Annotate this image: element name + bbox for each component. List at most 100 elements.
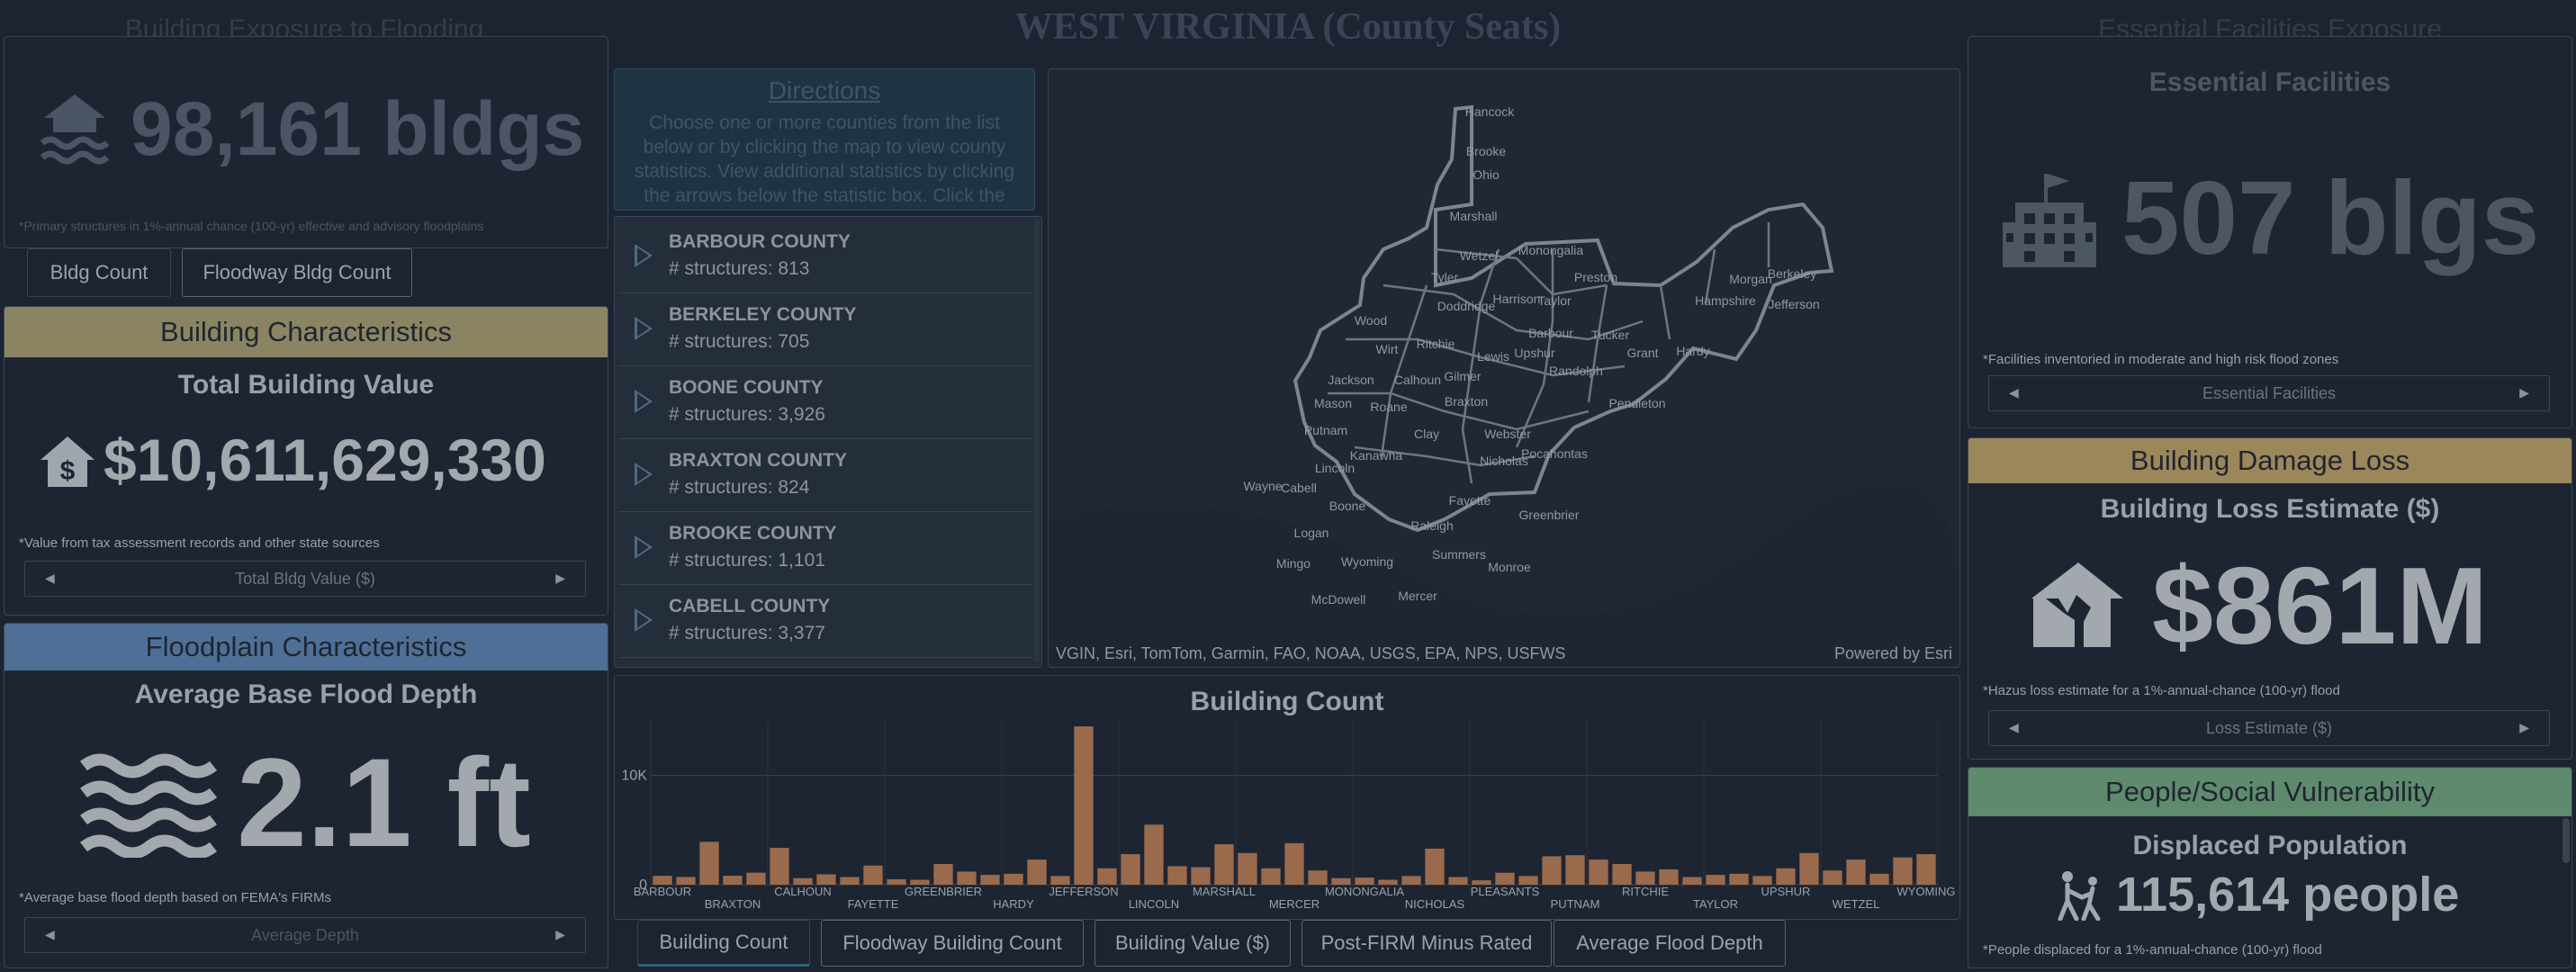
chart-bar[interactable] [1378,879,1398,885]
building-value-note: *Value from tax assessment records and o… [19,536,380,551]
tab-floodway-bldg-count[interactable]: Floodway Bldg Count [182,248,412,297]
chart-bar[interactable] [1097,868,1117,885]
chart-bar[interactable] [1729,873,1749,885]
chart-bar[interactable] [1869,873,1889,885]
map-label: Fayette [1449,493,1491,508]
chart-bar[interactable] [1425,848,1445,885]
county-count: # structures: 3,926 [669,404,825,425]
chart-bar[interactable] [1823,870,1842,885]
directions-title[interactable]: Directions [768,76,881,104]
list-item[interactable]: BRAXTON COUNTY # structures: 824 [618,439,1032,512]
pager-next-icon[interactable]: ▶ [2519,385,2529,400]
expand-icon [635,317,653,340]
pager-next-icon[interactable]: ▶ [2519,720,2529,734]
chart-bar[interactable] [746,872,766,885]
chart-bar[interactable] [1542,856,1562,885]
chart-bar[interactable] [910,879,930,885]
map-label: Jefferson [1768,297,1819,311]
chart-bar[interactable] [887,878,906,885]
svg-text:$: $ [60,456,76,486]
chart-bar[interactable] [1167,866,1187,885]
chart-bar[interactable] [933,863,953,885]
chart-bar[interactable] [1752,876,1772,885]
chart-bar[interactable] [1472,880,1491,885]
chart-bar[interactable] [1589,860,1608,885]
chart-bar[interactable] [1004,873,1023,885]
people-header: People/Social Vulnerability [1968,768,2571,816]
chart-bar[interactable] [1893,857,1913,885]
chart-bar[interactable] [770,848,789,885]
map-label: Nicholas [1480,454,1528,468]
pager-prev-icon[interactable]: ◀ [45,571,55,585]
map-label: Doddridge [1437,299,1496,313]
water-waves-icon [80,750,217,860]
chart-bar[interactable] [1518,876,1538,885]
tab-bldg-count[interactable]: Bldg Count [27,248,171,297]
chart-bar[interactable] [1612,863,1632,885]
chart-bar[interactable] [723,876,743,885]
chart-bar[interactable] [840,877,860,885]
list-item[interactable]: CABELL COUNTY # structures: 3,377 [618,585,1032,658]
chart-bar[interactable] [699,842,719,885]
chart-tab-average-flood-depth[interactable]: Average Flood Depth [1554,920,1786,967]
chart-bar[interactable] [1776,868,1796,885]
chart-bar[interactable] [1050,876,1070,885]
county-map[interactable]: Hancock Brooke Ohio Marshall Wetzel Mono… [1049,69,1960,668]
chart-bar[interactable] [957,871,977,885]
chart-bar[interactable] [1846,860,1866,885]
chart-bar[interactable] [1635,871,1655,885]
list-item[interactable]: BOONE COUNTY # structures: 3,926 [618,366,1032,439]
building-count-chart-panel: Building Count BARBOUR BRAXTON CALHOUN FAYE… [614,675,1960,920]
chart-bar[interactable] [1659,869,1679,885]
chart-bar[interactable] [980,875,1000,885]
chart-bar[interactable] [1401,876,1421,885]
chart-bar[interactable] [863,865,883,885]
chart-bar[interactable] [1027,860,1047,885]
list-scrollbar[interactable] [1034,220,1040,662]
x-tick-label: UPSHUR [1761,885,1811,898]
chart-bar[interactable] [1355,878,1374,885]
chart-tab-post-firm[interactable]: Post-FIRM Minus Rated [1302,920,1552,967]
chart-bar[interactable] [793,878,813,885]
list-item[interactable]: BARBOUR COUNTY # structures: 813 [618,220,1032,293]
people-panel: People/Social Vulnerability Displaced Po… [1968,767,2572,968]
chart-bar[interactable] [1495,872,1515,885]
chart-bar[interactable] [1261,868,1281,885]
chart-bar[interactable] [1331,878,1351,885]
pager-prev-icon[interactable]: ◀ [45,927,55,941]
chart-bar[interactable] [1121,854,1140,885]
chart-tab-floodway-building-count[interactable]: Floodway Building Count [821,920,1084,967]
chart-bar[interactable] [1799,852,1819,885]
chart-bar[interactable] [1144,824,1164,885]
chart-bar[interactable] [1706,875,1725,885]
chart-tab-building-value[interactable]: Building Value ($) [1094,920,1291,967]
chart-bar[interactable] [1448,877,1468,885]
pager-next-icon[interactable]: ▶ [555,571,565,585]
map-panel[interactable]: Hancock Brooke Ohio Marshall Wetzel Mono… [1048,68,1960,668]
building-characteristics-panel: Building Characteristics Total Building … [4,306,608,616]
chart-bar[interactable] [1074,726,1094,885]
chart-bar[interactable] [1238,852,1257,885]
pager-prev-icon[interactable]: ◀ [2009,720,2019,734]
chart-bar[interactable] [816,874,836,885]
map-powered-by[interactable]: Powered by Esri [1833,644,1952,662]
chart-bar[interactable] [1191,867,1211,885]
chart-tab-building-count[interactable]: Building Count [637,920,810,967]
chart-bar[interactable] [676,877,696,885]
people-scrollbar[interactable] [2562,818,2570,863]
chart-bar[interactable] [1308,870,1328,885]
pager-prev-icon[interactable]: ◀ [2009,385,2019,400]
chart-bar[interactable] [653,876,672,885]
chart-bar[interactable] [1284,842,1304,885]
x-tick-label: RITCHIE [1622,885,1669,898]
list-item[interactable]: BROOKE COUNTY # structures: 1,101 [618,512,1032,585]
chart-bar[interactable] [1565,855,1585,885]
map-label: Clay [1414,427,1439,441]
chart-bar[interactable] [1682,877,1702,885]
chart-bar[interactable] [1214,844,1234,885]
building-count-chart: BARBOUR BRAXTON CALHOUN FAYETTE GREENBRIER HA… [622,721,1956,911]
list-item[interactable]: BERKELEY COUNTY # structures: 705 [618,293,1032,366]
chart-bar[interactable] [1916,854,1936,885]
pager-next-icon[interactable]: ▶ [555,927,565,941]
map-label: Lincoln [1315,461,1355,475]
